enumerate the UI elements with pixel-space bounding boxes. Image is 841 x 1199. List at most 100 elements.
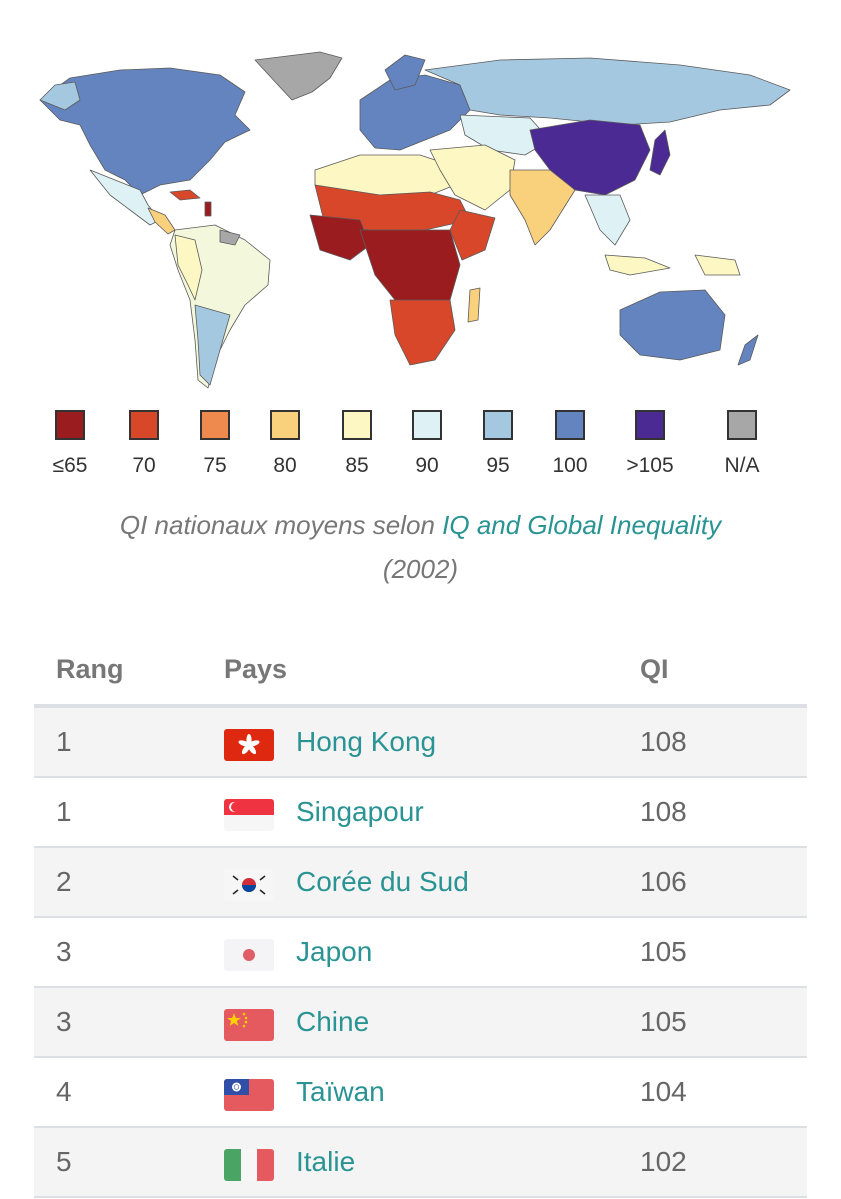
russia-shape: [424, 57, 791, 126]
hong-kong-flag-icon: [224, 729, 274, 761]
taiwan-flag-icon: [224, 1079, 274, 1111]
legend-item: 95: [468, 410, 528, 478]
table-row: 3 Chine 105: [34, 988, 807, 1058]
legend-label: 90: [415, 454, 439, 477]
header-rank[interactable]: Rang: [56, 654, 124, 684]
legend-swatch: [555, 410, 585, 440]
middle-east-shape: [429, 144, 516, 211]
legend-item: 70: [114, 410, 174, 478]
country-link[interactable]: Japon: [296, 936, 373, 967]
header-country[interactable]: Pays: [224, 654, 288, 684]
table-row: 4 Taïwan 104: [34, 1058, 807, 1128]
table-row: 2 Corée du Sud 106: [34, 848, 807, 918]
legend-swatch: [129, 410, 159, 440]
qi-cell: 108: [640, 796, 687, 827]
legend-item: 80: [255, 410, 315, 478]
rank-cell: 3: [56, 936, 72, 967]
map-legend: ≤65 70 75 80 85 90 95 100 >105 N/A: [40, 410, 810, 485]
country-link[interactable]: Italie: [296, 1146, 356, 1177]
rank-cell: 1: [56, 796, 72, 827]
rank-cell: 4: [56, 1076, 72, 1107]
rank-cell: 2: [56, 866, 72, 897]
source-link[interactable]: IQ and Global Inequality: [442, 510, 722, 540]
country-link[interactable]: Corée du Sud: [296, 866, 469, 897]
legend-label: N/A: [724, 454, 760, 477]
europe-shape: [359, 74, 471, 151]
japan-shape: [649, 129, 671, 176]
world-map-svg: [39, 51, 791, 389]
scandinavia-shape: [384, 54, 426, 91]
rank-cell: 1: [56, 726, 72, 757]
horn-africa-shape: [449, 209, 496, 261]
header-qi[interactable]: QI: [640, 654, 669, 684]
table-row: 5 Italie 102: [34, 1128, 807, 1198]
guiana-shape: [219, 229, 241, 246]
table-header: Rang Pays QI: [34, 640, 807, 708]
legend-swatch: [635, 410, 665, 440]
legend-swatch: [727, 410, 757, 440]
legend-label: 70: [132, 454, 156, 477]
legend-item: 100: [540, 410, 600, 478]
legend-item: ≤65: [40, 410, 100, 478]
se-asia-shape: [584, 194, 631, 246]
southern-africa-shape: [389, 299, 456, 366]
legend-label: 80: [273, 454, 297, 477]
legend-swatch: [483, 410, 513, 440]
alaska-shape: [39, 81, 81, 111]
qi-cell: 102: [640, 1146, 687, 1177]
caption-text: QI nationaux moyens selon: [119, 510, 443, 540]
legend-label: 75: [203, 454, 227, 477]
qi-cell: 105: [640, 936, 687, 967]
qi-cell: 105: [640, 1006, 687, 1037]
new-zealand-shape: [737, 334, 759, 366]
legend-swatch: [412, 410, 442, 440]
central-africa-shape: [359, 229, 461, 311]
north-america-shape: [39, 67, 251, 196]
legend-swatch: [342, 410, 372, 440]
table-row: 3 Japon 105: [34, 918, 807, 988]
singapore-flag-icon: [224, 799, 274, 831]
legend-swatch: [270, 410, 300, 440]
madagascar-shape: [467, 287, 481, 323]
legend-item: 90: [397, 410, 457, 478]
west-africa-shape: [309, 214, 371, 261]
table-row: 1 Singapour 108: [34, 778, 807, 848]
china-shape: [529, 119, 651, 196]
iq-ranking-table: Rang Pays QI 1 Hong Kong 108 1 Singa: [34, 640, 807, 1198]
argentina-shape: [194, 304, 231, 386]
legend-item: N/A: [712, 410, 772, 478]
italy-flag-icon: [224, 1149, 274, 1181]
legend-label: 100: [552, 454, 588, 477]
country-link[interactable]: Hong Kong: [296, 726, 437, 757]
legend-label: 85: [345, 454, 369, 477]
legend-item: >105: [620, 410, 680, 478]
china-flag-icon: [224, 1009, 274, 1041]
caption-year: (2002): [382, 554, 459, 584]
legend-label: 95: [486, 454, 510, 477]
japan-flag-icon: [224, 939, 274, 971]
legend-swatch: [55, 410, 85, 440]
legend-swatch: [200, 410, 230, 440]
south-korea-flag-icon: [224, 869, 274, 901]
greenland-shape: [254, 51, 343, 101]
australia-shape: [619, 289, 726, 361]
qi-cell: 104: [640, 1076, 687, 1107]
table-row: 1 Hong Kong 108: [34, 708, 807, 778]
map-caption: QI nationaux moyens selon IQ and Global …: [30, 503, 811, 591]
andes-shape: [174, 234, 203, 301]
central-america-shape: [147, 207, 176, 235]
indonesia-shape: [604, 254, 671, 276]
legend-label: ≤65: [52, 454, 88, 477]
new-guinea-shape: [694, 254, 741, 276]
legend-item: 85: [327, 410, 387, 478]
rank-cell: 3: [56, 1006, 72, 1037]
legend-item: 75: [185, 410, 245, 478]
country-link[interactable]: Taïwan: [296, 1076, 385, 1107]
caribbean-shape: [169, 189, 201, 201]
country-link[interactable]: Singapour: [296, 796, 424, 827]
qi-cell: 106: [640, 866, 687, 897]
world-iq-map: [30, 30, 810, 395]
rank-cell: 5: [56, 1146, 72, 1177]
country-link[interactable]: Chine: [296, 1006, 370, 1037]
qi-cell: 108: [640, 726, 687, 757]
